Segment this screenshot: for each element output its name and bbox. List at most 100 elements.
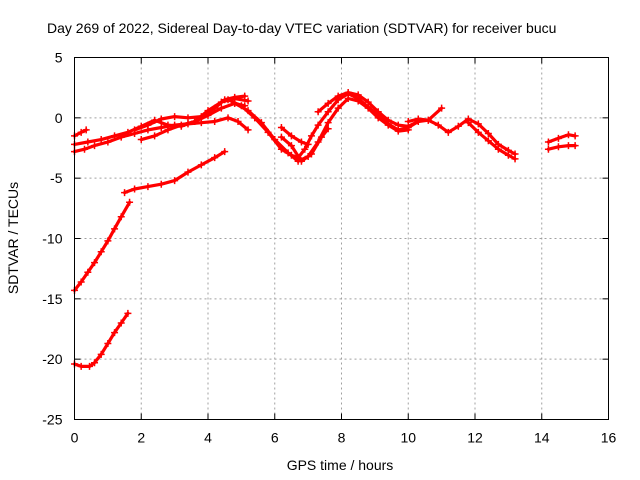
series-arc-a-markers <box>71 114 252 156</box>
data-point <box>144 183 152 191</box>
data-point <box>394 127 402 135</box>
data-point <box>494 145 502 153</box>
data-point <box>571 132 579 140</box>
series-arc-j-markers <box>314 88 446 130</box>
data-point <box>124 309 132 317</box>
data-point <box>454 122 462 130</box>
data-point <box>364 104 372 112</box>
data-point <box>234 117 242 125</box>
data-point <box>137 136 145 144</box>
data-point <box>314 121 322 129</box>
data-point <box>257 119 265 127</box>
data-point <box>438 104 446 112</box>
y-axis-label: SDTVAR / TECUs <box>5 182 21 294</box>
data-point <box>184 114 192 122</box>
data-point <box>374 114 382 122</box>
data-point <box>564 142 572 150</box>
series-arc-l-markers <box>464 119 519 163</box>
y-tick-label: -15 <box>42 291 62 307</box>
data-point <box>157 180 165 188</box>
data-point <box>414 115 422 123</box>
data-point <box>104 138 112 146</box>
data-point <box>151 132 159 140</box>
data-point <box>211 154 219 162</box>
data-point <box>82 126 90 134</box>
data-point <box>197 119 205 127</box>
data-point <box>434 121 442 129</box>
data-point <box>241 92 249 100</box>
data-point <box>91 259 99 267</box>
series-arc-bottom-markers <box>71 309 132 370</box>
data-point <box>164 126 172 134</box>
x-tick-label: 4 <box>204 430 212 446</box>
chart-title: Day 269 of 2022, Sidereal Day-to-day VTE… <box>47 20 556 36</box>
data-point <box>324 99 332 107</box>
x-tick-label: 0 <box>71 430 79 446</box>
data-point <box>121 189 129 197</box>
data-point <box>131 185 139 193</box>
series-arc-i-markers <box>277 123 312 148</box>
y-tick-label: 5 <box>55 50 63 66</box>
data-point <box>97 248 105 256</box>
data-point <box>244 107 252 115</box>
y-tick-label: -10 <box>42 231 62 247</box>
data-point <box>131 126 139 134</box>
data-point <box>334 104 342 112</box>
data-point <box>277 133 285 141</box>
data-point <box>554 143 562 151</box>
data-point <box>197 161 205 169</box>
data-point <box>287 132 295 140</box>
data-point <box>277 123 285 131</box>
x-tick-label: 6 <box>271 430 279 446</box>
data-point <box>157 123 165 131</box>
x-axis-label: GPS time / hours <box>287 457 394 473</box>
series-arc-mid-markers <box>121 148 229 197</box>
data-point <box>211 117 219 125</box>
data-point <box>297 157 305 165</box>
data-point <box>91 142 99 150</box>
data-point <box>354 97 362 105</box>
data-point <box>111 225 119 233</box>
data-point <box>81 145 89 153</box>
series-arc-h <box>279 127 330 163</box>
data-point <box>244 126 252 134</box>
data-point <box>77 362 85 370</box>
data-point <box>544 138 552 146</box>
data-point <box>344 88 352 96</box>
data-point <box>344 95 352 103</box>
data-point <box>307 132 315 140</box>
data-point <box>224 96 232 104</box>
data-point <box>484 137 492 145</box>
data-point <box>374 108 382 116</box>
data-point <box>271 136 279 144</box>
tick-layer: 0 2 4 6 8 10 12 14 16 5 0 -5 -10 -15 -20 -25 <box>42 50 616 446</box>
data-point <box>211 104 219 112</box>
y-tick-label: -25 <box>42 412 62 428</box>
data-point <box>297 138 305 146</box>
data-point <box>191 117 199 125</box>
data-point <box>474 128 482 136</box>
data-point <box>424 116 432 124</box>
series-arc-e-markers <box>71 126 90 140</box>
data-point <box>324 119 332 127</box>
data-point <box>384 116 392 124</box>
data-layer <box>71 88 579 370</box>
data-point <box>244 97 252 105</box>
data-point <box>224 114 232 122</box>
series-arc-bottom <box>72 311 130 368</box>
data-point <box>84 138 92 146</box>
data-point <box>126 198 134 206</box>
data-point <box>317 133 325 141</box>
data-point <box>117 319 125 327</box>
data-point <box>84 268 92 276</box>
x-tick-label: 12 <box>467 430 483 446</box>
data-point <box>504 151 512 159</box>
x-tick-label: 8 <box>338 430 346 446</box>
data-point <box>91 359 99 367</box>
data-point <box>221 148 229 156</box>
x-tick-label: 2 <box>137 430 145 446</box>
data-point <box>284 149 292 157</box>
data-point <box>354 91 362 99</box>
data-point <box>314 108 322 116</box>
